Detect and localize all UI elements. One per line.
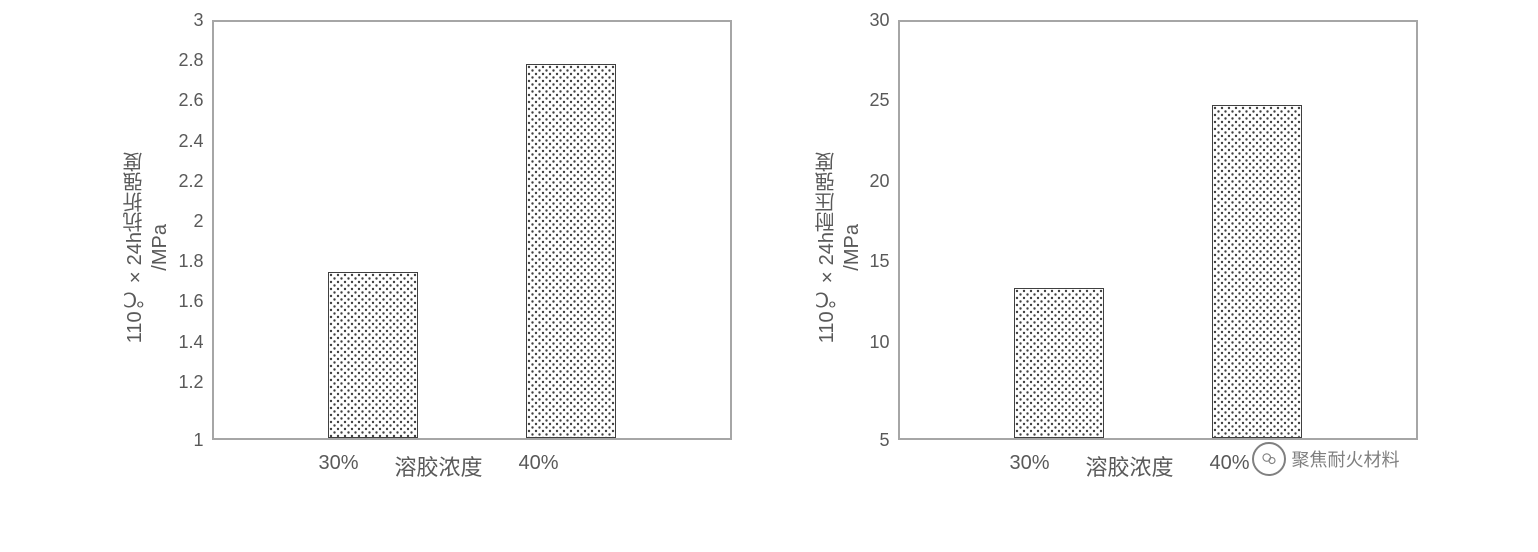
bar xyxy=(526,64,616,438)
ytick: 2.2 xyxy=(178,172,203,190)
chart-left: 110℃×24h抗折强度 /MPa 32.82.62.42.221.81.61.… xyxy=(120,20,731,475)
ytick: 10 xyxy=(870,333,890,351)
plot-area-left xyxy=(212,20,732,440)
ytick: 20 xyxy=(870,172,890,190)
ytick: 15 xyxy=(870,252,890,270)
ylabel-right-line2: /MPa xyxy=(841,224,864,271)
ytick: 1 xyxy=(193,431,203,449)
ylabel-left-line2: /MPa xyxy=(149,224,172,271)
ytick: 5 xyxy=(880,431,890,449)
xlabels-right: 30% 溶胶浓度 40% 聚焦耐火材料 xyxy=(870,452,1390,475)
ytick: 3 xyxy=(193,11,203,29)
ylabel-left-line1: 110℃×24h抗折强度 xyxy=(120,152,149,343)
ylabel-right-line1: 110℃×24h耐压强度 xyxy=(812,152,841,343)
bar xyxy=(1212,105,1302,438)
ytick: 2.4 xyxy=(178,132,203,150)
xlabels-left: 30% 溶胶浓度 40% xyxy=(178,452,698,475)
xtitle-left: 溶胶浓度 xyxy=(394,450,482,482)
ytick: 25 xyxy=(870,91,890,109)
ytick: 30 xyxy=(870,11,890,29)
watermark-text: 聚焦耐火材料 xyxy=(1292,446,1400,472)
chart-body-left: 32.82.62.42.221.81.61.41.21 30% 溶胶浓度 40% xyxy=(178,20,731,475)
wechat-icon xyxy=(1252,442,1286,476)
ytick: 1.8 xyxy=(178,252,203,270)
bar xyxy=(328,272,418,438)
ytick: 1.2 xyxy=(178,373,203,391)
xtitle-right: 溶胶浓度 xyxy=(1085,450,1173,482)
yticks-left: 32.82.62.42.221.81.61.41.21 xyxy=(178,20,203,440)
bar xyxy=(1014,288,1104,438)
ylabel-group-left: 110℃×24h抗折强度 /MPa xyxy=(120,152,172,343)
chart-right: 110℃×24h耐压强度 /MPa 30252015105 30% 溶胶浓度 4… xyxy=(812,20,1418,475)
xlabel-right-0: 30% xyxy=(985,452,1075,475)
ytick: 2 xyxy=(193,212,203,230)
chart-body-right: 30252015105 30% 溶胶浓度 40% 聚焦耐火材料 xyxy=(870,20,1418,475)
yticks-right: 30252015105 xyxy=(870,20,890,440)
ytick: 2.6 xyxy=(178,91,203,109)
plot-area-right xyxy=(898,20,1418,440)
ylabel-group-right: 110℃×24h耐压强度 /MPa xyxy=(812,152,864,343)
xlabel-left-1: 40% xyxy=(493,452,583,475)
ytick: 2.8 xyxy=(178,51,203,69)
watermark: 聚焦耐火材料 xyxy=(1252,442,1400,476)
ytick: 1.4 xyxy=(178,333,203,351)
ytick: 1.6 xyxy=(178,292,203,310)
xlabel-left-0: 30% xyxy=(293,452,383,475)
